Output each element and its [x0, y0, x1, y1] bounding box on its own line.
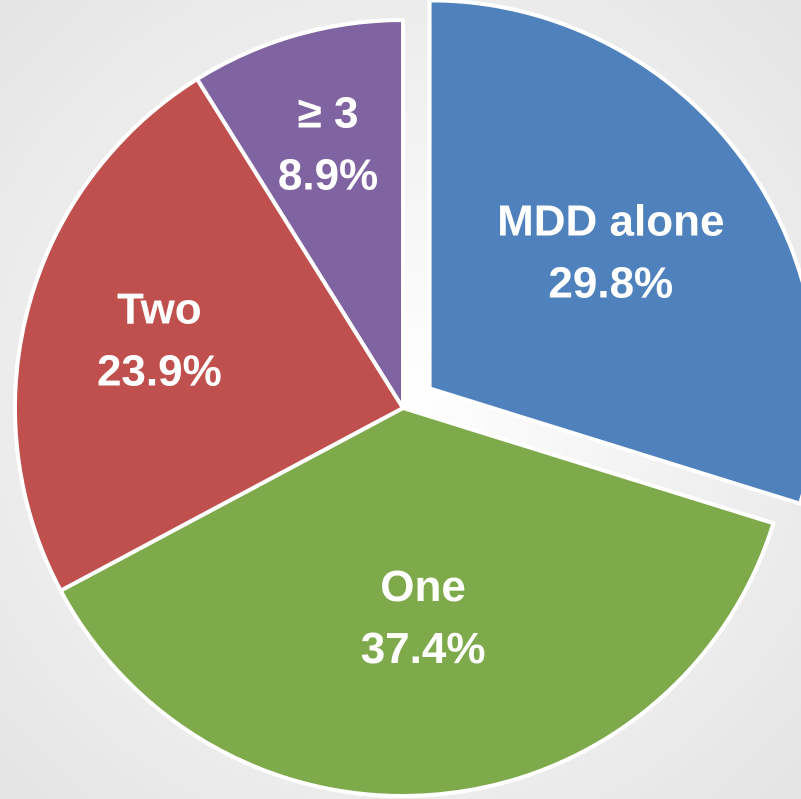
slice-label: ≥ 3: [298, 89, 359, 138]
slice-value-label: 8.9%: [278, 151, 378, 200]
slices: [13, 0, 801, 798]
pie-slice: [58, 406, 776, 798]
pie-slice: [195, 18, 405, 410]
pie-slice: [427, 0, 801, 506]
slice-value-label: 37.4%: [361, 624, 486, 673]
pie-slice: [13, 77, 405, 593]
slice-label: Two: [117, 285, 202, 334]
slice-value-label: 23.9%: [97, 347, 222, 396]
slice-value-label: 29.8%: [548, 259, 673, 308]
slice-label: One: [380, 562, 466, 611]
labels: MDD alone 29.8% One 37.4% Two 23.9% ≥ 3 8.9%: [97, 89, 725, 674]
slice-label: MDD alone: [497, 197, 724, 246]
